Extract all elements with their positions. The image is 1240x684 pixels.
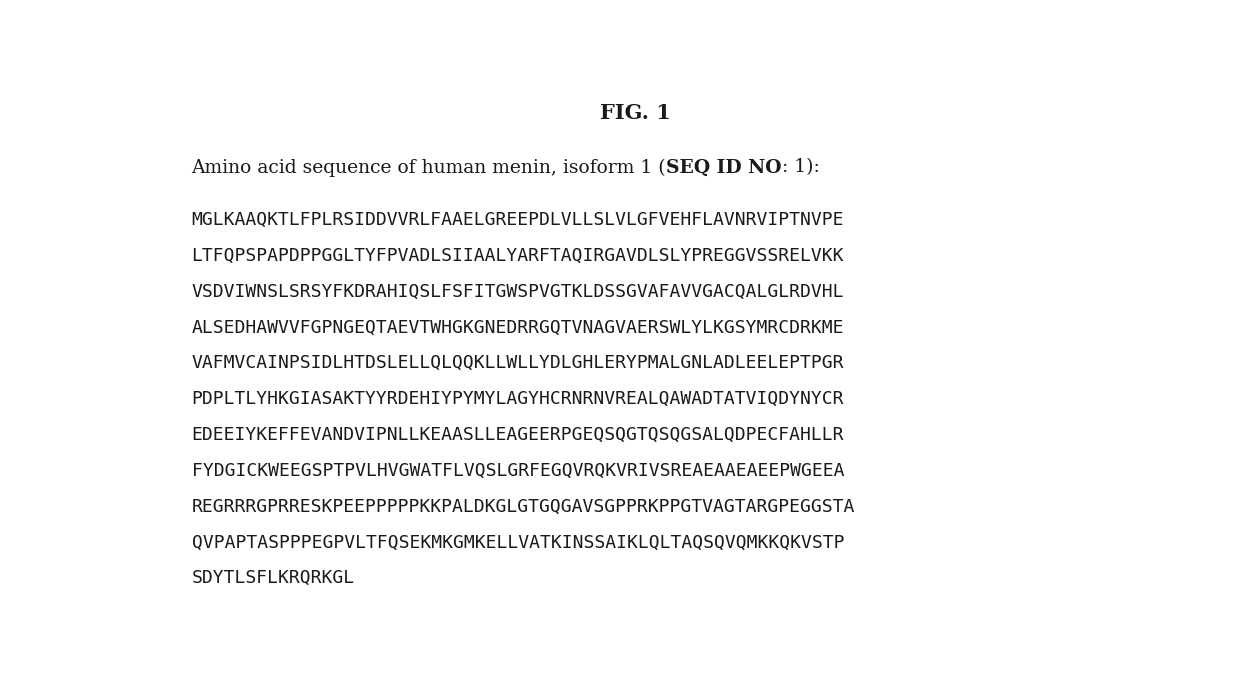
Text: REGRRRGPRRESKPEEPPPPPKKPALDKGLGTGQGAVSGPPRKPPGTVAGTARGPEGGSTA: REGRRRGPRRESKPEEPPPPPKKPALDKGLGTGQGAVSGP… [191, 498, 854, 516]
Text: EDEEIYKEFFEVANDVIPNLLKEAASLLEAGEERPGEQSQGTQSQGSALQDPECFAHLLR: EDEEIYKEFFEVANDVIPNLLKEAASLLEAGEERPGEQSQ… [191, 426, 844, 444]
Text: : 1):: : 1): [781, 159, 820, 176]
Text: PDPLTLYHKGIASAKTYYRDEHIYPYMYLAGYHCRNRNVREALQAWADTATVIQDYNYCR: PDPLTLYHKGIASAKTYYRDEHIYPYMYLAGYHCRNRNVR… [191, 390, 844, 408]
Text: ALSEDHAWVVFGPNGEQTAEVTWHGKGNEDRRGQTVNAGVAERSWLYLKGSYMRCDRKME: ALSEDHAWVVFGPNGEQTAEVTWHGKGNEDRRGQTVNAGV… [191, 319, 844, 337]
Text: SDYTLSFLKRQRKGL: SDYTLSFLKRQRKGL [191, 569, 355, 588]
Text: Amino acid sequence of human menin, isoform 1 (: Amino acid sequence of human menin, isof… [191, 159, 666, 176]
Text: VAFMVCAINPSIDLHTDSLELLQLQQKLLWLLYDLGHLERYPMALGNLADLEELEPTPGR: VAFMVCAINPSIDLHTDSLELLQLQQKLLWLLYDLGHLER… [191, 354, 844, 372]
Text: QVPAPTASPPPEGPVLTFQSEKMKGMKELLVATKINSSAIKLQLTAQSQVQMKKQKVSTP: QVPAPTASPPPEGPVLTFQSEKMKGMKELLVATKINSSAI… [191, 534, 844, 551]
Text: MGLKAAQKTLFPLRSIDDVVRLFAAELGREEPDLVLLSLVLGFVEHFLAVNRVIPTNVPE: MGLKAAQKTLFPLRSIDDVVRLFAAELGREEPDLVLLSLV… [191, 211, 844, 229]
Text: LTFQPSPAPDPPGGLTYFPVADLSIIAALYARFTAQIRGAVDLSLYPREGGVSSRELVKK: LTFQPSPAPDPPGGLTYFPVADLSIIAALYARFTAQIRGA… [191, 247, 844, 265]
Text: SEQ ID NO: SEQ ID NO [666, 159, 781, 176]
Text: VSDVIWNSLSRSYFKDRAHIQSLFSFITGWSPVGTKLDSSGVAFAVVGACQALGLRDVHL: VSDVIWNSLSRSYFKDRAHIQSLFSFITGWSPVGTKLDSS… [191, 282, 844, 301]
Text: FIG. 1: FIG. 1 [600, 103, 671, 123]
Text: FYDGICKWEEGSPTPVLHVGWATFLVQSLGRFEGQVRQKVRIVSREAEAAEAEEPWGEEA: FYDGICKWEEGSPTPVLHVGWATFLVQSLGRFEGQVRQKV… [191, 462, 844, 479]
